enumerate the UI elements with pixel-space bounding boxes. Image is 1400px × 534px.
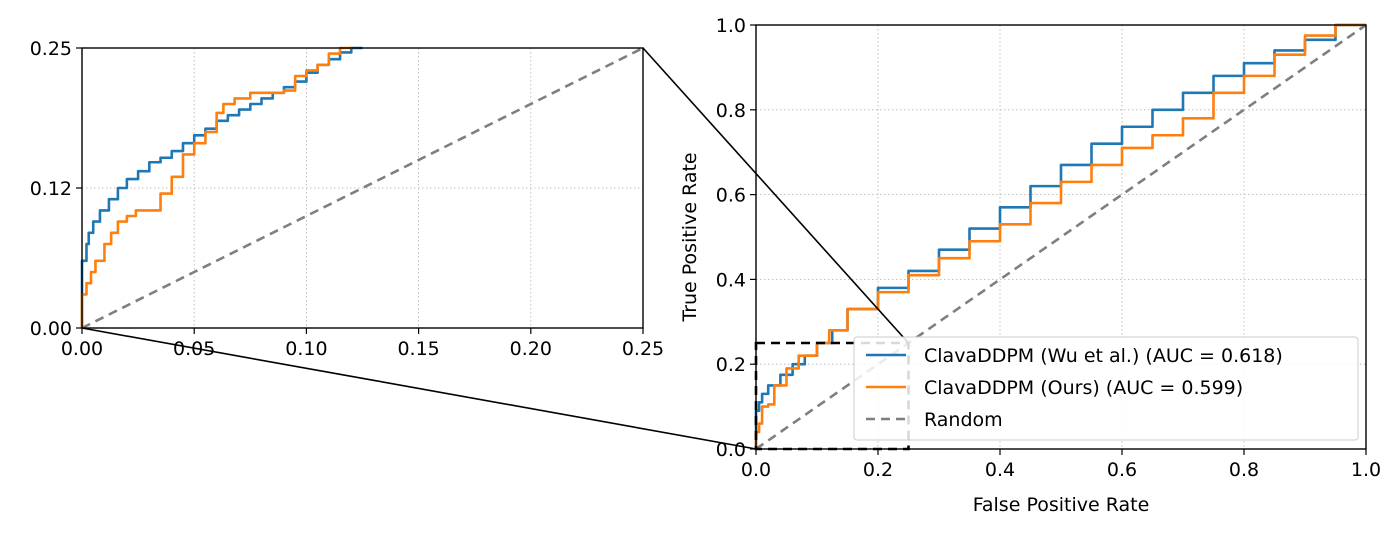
y-tick-label: 0.2	[716, 354, 746, 376]
inset-ticks: 0.00 0.05 0.10 0.15 0.20 0.25 0.00 0.12 0.25	[30, 38, 664, 360]
x-tick-label: 1.0	[1351, 459, 1381, 481]
y-tick-label: 0.8	[716, 100, 746, 122]
y-tick-label: 0.0	[716, 439, 746, 461]
x-tick-label: 0.15	[397, 338, 439, 360]
y-axis-title: True Positive Rate	[679, 152, 701, 322]
x-tick-label: 0.00	[61, 338, 103, 360]
connector-line	[81, 327, 757, 450]
legend-label: ClavaDDPM (Ours) (AUC = 0.599)	[924, 377, 1243, 399]
zoom-inset-chart: 0.00 0.05 0.10 0.15 0.20 0.25 0.00 0.12 0.25	[30, 38, 664, 360]
y-tick-label: 0.25	[30, 38, 72, 60]
series-clavaddpm-ours	[754, 23, 1366, 449]
legend-box	[853, 336, 1359, 441]
x-tick-label: 0.20	[510, 338, 552, 360]
y-tick-label: 0.6	[716, 185, 746, 207]
main-frame	[755, 24, 1367, 450]
x-tick-label: 0.4	[985, 459, 1015, 481]
y-tick-label: 0.4	[716, 269, 746, 291]
y-tick-label: 1.0	[716, 15, 746, 37]
x-tick-label: 0.8	[1229, 459, 1259, 481]
inset-series	[80, 46, 644, 330]
x-tick-label: 0.05	[173, 338, 215, 360]
x-tick-label: 0.0	[741, 459, 771, 481]
x-tick-label: 0.2	[863, 459, 893, 481]
zoom-connectors	[81, 47, 910, 450]
x-axis-title: False Positive Rate	[973, 494, 1150, 516]
x-tick-label: 0.6	[1107, 459, 1137, 481]
connector-line	[642, 47, 910, 344]
legend: ClavaDDPM (Wu et al.) (AUC = 0.618) Clava…	[853, 336, 1359, 441]
zoom-region-box	[754, 341, 910, 451]
y-tick-label: 0.00	[30, 318, 72, 340]
legend-label: Random	[924, 409, 1003, 431]
y-tick-label: 0.12	[30, 178, 72, 200]
main-ticks: 0.0 0.2 0.4 0.6 0.8 1.0 0.0 0.2 0.4 0.6 0.8 1.0	[716, 15, 1381, 481]
series-clavaddpm-ours	[80, 46, 352, 328]
x-tick-label: 0.10	[285, 338, 327, 360]
legend-label: ClavaDDPM (Wu et al.) (AUC = 0.618)	[924, 345, 1283, 367]
x-tick-label: 0.25	[622, 338, 664, 360]
